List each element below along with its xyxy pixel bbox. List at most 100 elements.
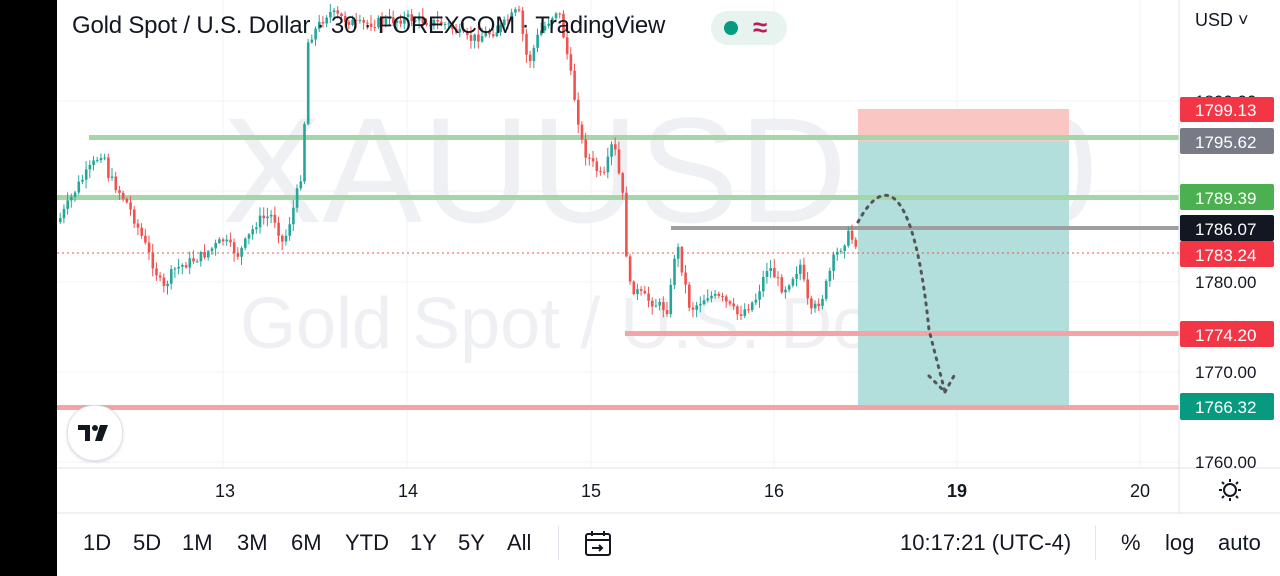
candle-body bbox=[510, 12, 513, 21]
candle-body bbox=[432, 19, 436, 26]
price-tag-target: 1766.32 bbox=[1195, 398, 1256, 417]
candle-body bbox=[151, 252, 155, 269]
settings-gear-icon[interactable] bbox=[1219, 479, 1241, 501]
candle-body bbox=[273, 214, 277, 223]
level-line-1774[interactable] bbox=[625, 331, 1179, 336]
market-status-pill[interactable]: ≈ bbox=[711, 11, 787, 45]
candle-body bbox=[750, 302, 754, 311]
candle-body bbox=[195, 261, 199, 263]
candle-body bbox=[288, 224, 291, 236]
candle-body bbox=[369, 23, 373, 28]
price-axis[interactable]: 1800.00 1780.00 1770.00 1760.00 bbox=[1195, 92, 1256, 472]
data-delay-icon: ≈ bbox=[753, 12, 768, 42]
level-line-1795[interactable] bbox=[89, 135, 1179, 140]
candle-body bbox=[125, 198, 129, 203]
candle-body bbox=[384, 18, 388, 24]
range-6m-button[interactable]: 6M bbox=[291, 530, 322, 555]
percent-scale-button[interactable]: % bbox=[1121, 530, 1141, 555]
candle-body bbox=[606, 156, 610, 173]
candle-body bbox=[528, 54, 532, 62]
candle-body bbox=[839, 250, 843, 252]
log-scale-button[interactable]: log bbox=[1165, 530, 1195, 555]
range-ytd-button[interactable]: YTD bbox=[345, 530, 389, 555]
level-line-1766[interactable] bbox=[57, 405, 1179, 410]
candle-body bbox=[162, 277, 166, 286]
candle-body bbox=[399, 20, 402, 24]
candle-body bbox=[70, 196, 73, 201]
range-all-button[interactable]: All bbox=[507, 530, 532, 555]
candle-body bbox=[92, 160, 95, 165]
chart-canvas[interactable]: XAUUSD, 30 Gold Spot / U.S. Dollar 1800.… bbox=[57, 0, 1280, 576]
candle-body bbox=[340, 13, 343, 17]
price-tag-stop: 1799.13 bbox=[1195, 101, 1256, 120]
time-axis[interactable]: 13 14 15 16 19 20 bbox=[215, 481, 1150, 501]
candle-body bbox=[503, 19, 506, 26]
price-tag-last: 1783.24 bbox=[1195, 246, 1256, 265]
range-5y-button[interactable]: 5Y bbox=[458, 530, 485, 555]
candle-body bbox=[133, 209, 136, 224]
take-profit-zone[interactable] bbox=[858, 142, 1069, 407]
candle-body bbox=[392, 17, 395, 24]
range-1d-button[interactable]: 1D bbox=[83, 530, 112, 555]
trading-chart-app: XAUUSD, 30 Gold Spot / U.S. Dollar 1800.… bbox=[57, 0, 1280, 576]
candle-body bbox=[321, 21, 325, 24]
range-1m-button[interactable]: 1M bbox=[182, 530, 213, 555]
projection-path[interactable] bbox=[856, 193, 957, 397]
candle-body bbox=[795, 273, 798, 279]
candle-body bbox=[543, 25, 547, 31]
market-open-dot-icon bbox=[724, 21, 738, 35]
tradingview-logo-icon[interactable] bbox=[67, 405, 123, 461]
entry-line-1786[interactable] bbox=[671, 226, 1179, 230]
clock-timezone[interactable]: 10:17:21 (UTC-4) bbox=[900, 530, 1072, 555]
candle-body bbox=[621, 173, 624, 193]
candle-body bbox=[813, 303, 817, 309]
candle-body bbox=[780, 277, 784, 293]
candle-body bbox=[817, 303, 821, 306]
candle-body bbox=[569, 54, 573, 71]
currency-selector[interactable]: USD ˅ bbox=[1195, 10, 1249, 30]
candle-body bbox=[410, 14, 414, 22]
range-3m-button[interactable]: 3M bbox=[237, 530, 268, 555]
range-1y-button[interactable]: 1Y bbox=[410, 530, 437, 555]
candle-body bbox=[388, 17, 391, 19]
candle-body bbox=[765, 271, 769, 278]
candle-body bbox=[170, 269, 173, 284]
candle-body bbox=[414, 20, 417, 22]
candle-body bbox=[440, 21, 443, 25]
candle-body bbox=[81, 179, 84, 182]
candle-body bbox=[380, 18, 384, 24]
candle-body bbox=[810, 298, 813, 309]
time-tick-current: 19 bbox=[947, 481, 967, 501]
level-line-1789[interactable] bbox=[57, 195, 1179, 200]
candle-body bbox=[832, 254, 835, 271]
candle-body bbox=[769, 267, 772, 272]
chart-title: Gold Spot / U.S. Dollar · 30 · FOREXCOM … bbox=[72, 12, 666, 39]
candle-body bbox=[525, 33, 528, 55]
candle-body bbox=[540, 30, 543, 35]
candle-body bbox=[66, 200, 69, 209]
goto-date-icon[interactable] bbox=[584, 529, 614, 559]
candle-body bbox=[499, 25, 502, 33]
candle-body bbox=[806, 279, 809, 299]
candle-body bbox=[595, 161, 599, 172]
price-tags: 1799.13 1795.62 1789.39 1786.07 1783.24 … bbox=[1180, 97, 1274, 420]
time-tick: 15 bbox=[581, 481, 601, 501]
candle-body bbox=[776, 277, 780, 279]
candle-body bbox=[421, 16, 425, 24]
candle-body bbox=[362, 20, 365, 23]
candle-body bbox=[743, 309, 747, 316]
candle-body bbox=[725, 296, 728, 302]
candle-body bbox=[547, 23, 550, 26]
price-tag-1795: 1795.62 bbox=[1195, 133, 1256, 152]
auto-scale-button[interactable]: auto bbox=[1218, 530, 1261, 555]
candle-body bbox=[332, 10, 336, 13]
candle-body bbox=[325, 17, 328, 24]
range-5d-button[interactable]: 5D bbox=[133, 530, 162, 555]
candle-body bbox=[355, 19, 358, 21]
candle-body bbox=[229, 239, 232, 243]
time-tick: 13 bbox=[215, 481, 235, 501]
candle-body bbox=[565, 37, 569, 55]
time-tick: 14 bbox=[398, 481, 418, 501]
candle-body bbox=[802, 264, 806, 280]
candle-body bbox=[306, 42, 310, 125]
